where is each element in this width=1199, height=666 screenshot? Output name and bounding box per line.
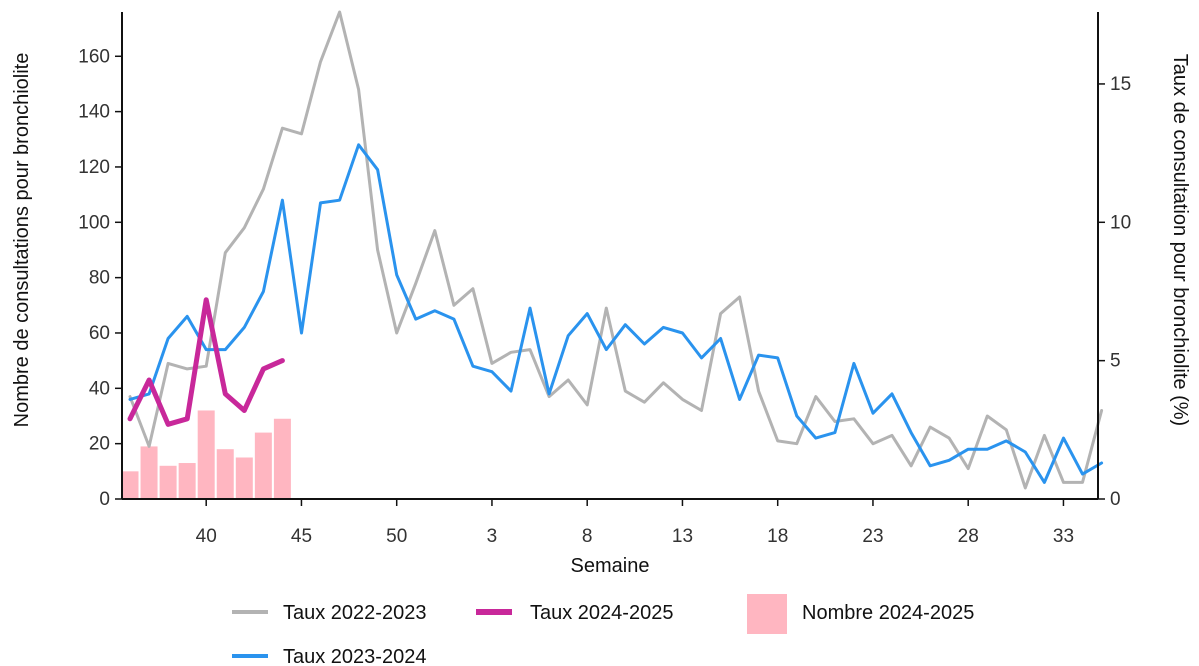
right-axis-title: Taux de consultation pour bronchiolite (… <box>1169 54 1191 426</box>
left-tick-label: 60 <box>89 323 110 344</box>
legend-label-taux-2023-2024: Taux 2023-2024 <box>283 646 426 666</box>
right-tick-label: 10 <box>1110 212 1131 233</box>
left-axis-title: Nombre de consultations pour bronchiolit… <box>11 53 33 428</box>
legend-label-taux-2022-2023: Taux 2022-2023 <box>283 602 426 624</box>
bars-layer <box>121 410 291 499</box>
legend-label-nombre-2024-2025: Nombre 2024-2025 <box>802 602 974 624</box>
legend-label-taux-2024-2025: Taux 2024-2025 <box>530 602 673 624</box>
left-tick-label: 20 <box>89 434 110 455</box>
left-tick-label: 0 <box>99 489 110 510</box>
x-tick-label: 50 <box>386 526 407 547</box>
left-tick-label: 80 <box>89 268 110 289</box>
left-tick-label: 160 <box>78 46 110 67</box>
left-tick-label: 120 <box>78 157 110 178</box>
left-tick-label: 40 <box>89 378 110 399</box>
right-tick-label: 5 <box>1110 351 1121 372</box>
bar-nombre-2024-2025-37 <box>140 446 158 499</box>
line-taux-2023-2024 <box>128 143 1104 484</box>
axes-layer <box>121 12 1099 500</box>
x-axis-title: Semaine <box>571 555 650 577</box>
legend-swatch-nombre-2024-2025 <box>747 594 787 634</box>
x-tick-label: 40 <box>196 526 217 547</box>
ticks-layer: 0 20 40 60 80 100 120 140 160 0 5 10 15 40 45 50 3 8 13 18 2… <box>78 46 1131 547</box>
bar-nombre-2024-2025-43 <box>254 432 272 499</box>
x-tick-label: 18 <box>767 526 788 547</box>
bar-nombre-2024-2025-42 <box>235 457 253 499</box>
x-tick-label: 45 <box>291 526 312 547</box>
bar-nombre-2024-2025-41 <box>216 449 234 499</box>
left-tick-label: 100 <box>78 212 110 233</box>
x-tick-label: 13 <box>672 526 693 547</box>
line-taux-2022-2023 <box>128 10 1104 490</box>
x-tick-label: 23 <box>862 526 883 547</box>
x-tick-label: 8 <box>582 526 593 547</box>
x-tick-label: 33 <box>1053 526 1074 547</box>
bar-nombre-2024-2025-44 <box>273 418 291 499</box>
bar-nombre-2024-2025-38 <box>159 465 177 499</box>
right-tick-label: 15 <box>1110 74 1131 95</box>
x-tick-label: 28 <box>958 526 979 547</box>
line-taux-2024-2025 <box>127 297 285 427</box>
lines-layer <box>127 10 1104 490</box>
right-tick-label: 0 <box>1110 489 1121 510</box>
left-tick-label: 140 <box>78 102 110 123</box>
x-tick-label: 3 <box>487 526 498 547</box>
bar-nombre-2024-2025-40 <box>197 410 215 499</box>
bar-nombre-2024-2025-36 <box>121 471 139 499</box>
bar-nombre-2024-2025-39 <box>178 463 196 499</box>
legend: Taux 2022-2023 Taux 2024-2025 Nombre 202… <box>232 594 974 666</box>
